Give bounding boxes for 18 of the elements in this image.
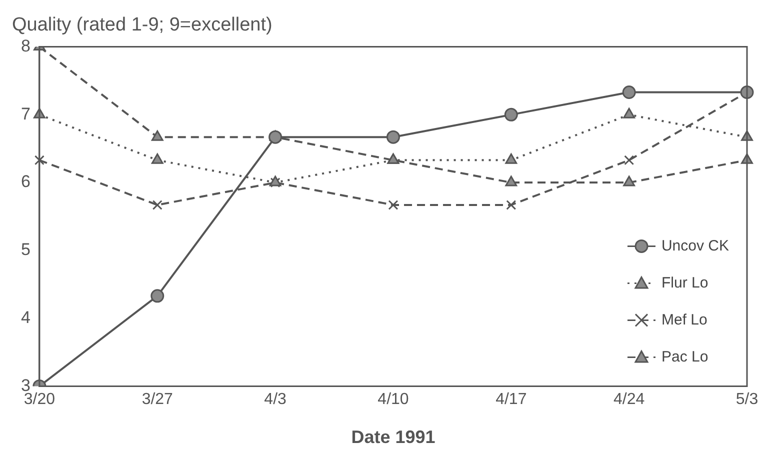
legend-label: Flur Lo bbox=[661, 274, 708, 292]
legend-label: Uncov CK bbox=[661, 237, 730, 254]
chart-title: Quality (rated 1-9; 9=excellent) bbox=[12, 14, 272, 36]
y-tick-label: 5 bbox=[20, 240, 30, 260]
legend-label: Pac Lo bbox=[661, 348, 708, 366]
legend-label: Mef Lo bbox=[661, 311, 708, 328]
y-tick-label: 7 bbox=[20, 104, 30, 124]
x-tick-label: 4/24 bbox=[614, 391, 645, 408]
x-tick-label: 4/10 bbox=[378, 391, 409, 408]
y-tick-label: 4 bbox=[20, 308, 30, 328]
y-tick-label: 8 bbox=[20, 36, 30, 56]
x-tick-label: 4/3 bbox=[264, 391, 287, 408]
x-tick-label: 5/3 bbox=[736, 391, 758, 408]
x-tick-label: 3/27 bbox=[142, 391, 174, 408]
x-tick-label: 4/17 bbox=[496, 391, 527, 408]
x-axis-title: Date 1991 bbox=[351, 427, 436, 448]
x-tick-label: 3/20 bbox=[24, 391, 56, 408]
y-tick-label: 6 bbox=[20, 172, 30, 192]
